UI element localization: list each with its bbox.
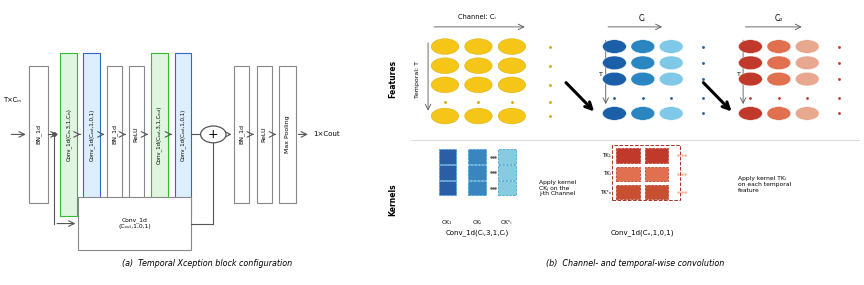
FancyBboxPatch shape <box>151 53 168 216</box>
FancyBboxPatch shape <box>499 165 516 180</box>
Text: (b)  Channel- and temporal-wise convolution: (b) Channel- and temporal-wise convoluti… <box>546 259 724 268</box>
Circle shape <box>499 77 525 93</box>
FancyBboxPatch shape <box>468 165 486 180</box>
Circle shape <box>795 56 819 70</box>
FancyBboxPatch shape <box>129 66 143 203</box>
Circle shape <box>659 107 683 120</box>
Text: ReLU: ReLU <box>134 127 139 142</box>
Circle shape <box>465 39 492 54</box>
FancyBboxPatch shape <box>468 181 486 196</box>
Text: BN_1d: BN_1d <box>35 125 41 144</box>
Circle shape <box>602 56 626 70</box>
Text: TKᶜₒ: TKᶜₒ <box>600 190 611 195</box>
FancyBboxPatch shape <box>468 149 486 164</box>
Text: Apply kernel
CKⱼ on the
j-th Channel: Apply kernel CKⱼ on the j-th Channel <box>539 180 576 196</box>
FancyBboxPatch shape <box>279 66 295 203</box>
Text: BN_1d: BN_1d <box>112 125 118 144</box>
Text: BN_1d: BN_1d <box>239 125 245 144</box>
FancyBboxPatch shape <box>645 148 669 162</box>
Circle shape <box>431 39 459 54</box>
FancyBboxPatch shape <box>616 166 639 181</box>
Circle shape <box>659 56 683 70</box>
Circle shape <box>465 77 492 93</box>
Circle shape <box>659 72 683 86</box>
Text: Conv_1d(Cₒ,1,0,1): Conv_1d(Cₒ,1,0,1) <box>610 229 674 236</box>
Circle shape <box>767 72 791 86</box>
Circle shape <box>739 107 762 120</box>
Circle shape <box>631 107 655 120</box>
Text: Cₒ: Cₒ <box>775 14 784 23</box>
FancyBboxPatch shape <box>234 66 250 203</box>
Circle shape <box>739 56 762 70</box>
Text: T×Cᵢₙ: T×Cᵢₙ <box>3 97 22 103</box>
FancyBboxPatch shape <box>83 53 100 216</box>
Text: Max Pooling: Max Pooling <box>285 116 289 153</box>
Circle shape <box>767 40 791 53</box>
Text: (a)  Temporal Xception block configuration: (a) Temporal Xception block configuratio… <box>122 259 293 268</box>
Text: Conv_1d(Cᵢₙ,3,1,Cᵢₙ): Conv_1d(Cᵢₙ,3,1,Cᵢₙ) <box>66 108 72 161</box>
Text: Conv_1d
(Cₒᵤₜ,1,0,1): Conv_1d (Cₒᵤₜ,1,0,1) <box>118 218 151 229</box>
Circle shape <box>631 40 655 53</box>
FancyBboxPatch shape <box>78 197 192 250</box>
Text: CKᵢ: CKᵢ <box>473 220 482 225</box>
Text: CK₁: CK₁ <box>442 220 453 225</box>
FancyBboxPatch shape <box>499 149 516 164</box>
FancyBboxPatch shape <box>60 53 77 216</box>
Circle shape <box>659 40 683 53</box>
Text: ReLU: ReLU <box>262 127 267 142</box>
FancyBboxPatch shape <box>616 148 639 162</box>
FancyBboxPatch shape <box>107 66 123 203</box>
Text: +: + <box>208 128 219 141</box>
FancyBboxPatch shape <box>439 181 456 196</box>
Circle shape <box>739 40 762 53</box>
Circle shape <box>767 56 791 70</box>
Text: TKᵢ: TKᵢ <box>603 171 611 176</box>
Circle shape <box>499 108 525 124</box>
FancyBboxPatch shape <box>439 149 456 164</box>
Text: T: T <box>599 72 602 77</box>
Text: T: T <box>737 72 740 77</box>
Text: Temporal: T: Temporal: T <box>415 61 420 98</box>
FancyBboxPatch shape <box>439 165 456 180</box>
FancyBboxPatch shape <box>257 66 272 203</box>
Circle shape <box>795 72 819 86</box>
FancyBboxPatch shape <box>29 66 48 203</box>
Text: Conv_1d(Cₒᵤₜ,3,1,Cₒᵤₜ): Conv_1d(Cₒᵤₜ,3,1,Cₒᵤₜ) <box>156 105 162 164</box>
Circle shape <box>431 77 459 93</box>
Text: Conv_1d(Cᵢ,3,1,Cᵢ): Conv_1d(Cᵢ,3,1,Cᵢ) <box>446 229 509 236</box>
Circle shape <box>767 107 791 120</box>
Text: CKᶜᵢ: CKᶜᵢ <box>501 220 512 225</box>
Circle shape <box>602 107 626 120</box>
FancyBboxPatch shape <box>645 185 669 199</box>
Text: Kernels: Kernels <box>388 184 397 216</box>
FancyBboxPatch shape <box>616 185 639 199</box>
Text: Cᵢ: Cᵢ <box>638 14 645 23</box>
Circle shape <box>431 58 459 74</box>
Circle shape <box>795 40 819 53</box>
FancyBboxPatch shape <box>175 53 192 216</box>
Circle shape <box>499 58 525 74</box>
Circle shape <box>200 126 226 143</box>
Circle shape <box>739 72 762 86</box>
Circle shape <box>602 72 626 86</box>
Text: Channel: Cᵢ: Channel: Cᵢ <box>458 14 496 20</box>
FancyBboxPatch shape <box>645 166 669 181</box>
Text: Conv_1d(Cₒᵤₜ,1,0,1): Conv_1d(Cₒᵤₜ,1,0,1) <box>181 108 186 160</box>
Text: Features: Features <box>388 60 397 98</box>
Circle shape <box>631 72 655 86</box>
Text: TK₁: TK₁ <box>602 153 611 158</box>
Circle shape <box>602 40 626 53</box>
Circle shape <box>431 108 459 124</box>
Text: Conv_1d(Cₒᵤₜ,1,0,1): Conv_1d(Cₒᵤₜ,1,0,1) <box>89 108 94 160</box>
Circle shape <box>499 39 525 54</box>
Circle shape <box>465 58 492 74</box>
Circle shape <box>465 108 492 124</box>
Circle shape <box>795 107 819 120</box>
Text: Apply kernel TKᵢ
on each temporal
feature: Apply kernel TKᵢ on each temporal featur… <box>738 176 791 193</box>
FancyBboxPatch shape <box>499 181 516 196</box>
Circle shape <box>631 56 655 70</box>
Text: 1×Cout: 1×Cout <box>314 131 340 137</box>
